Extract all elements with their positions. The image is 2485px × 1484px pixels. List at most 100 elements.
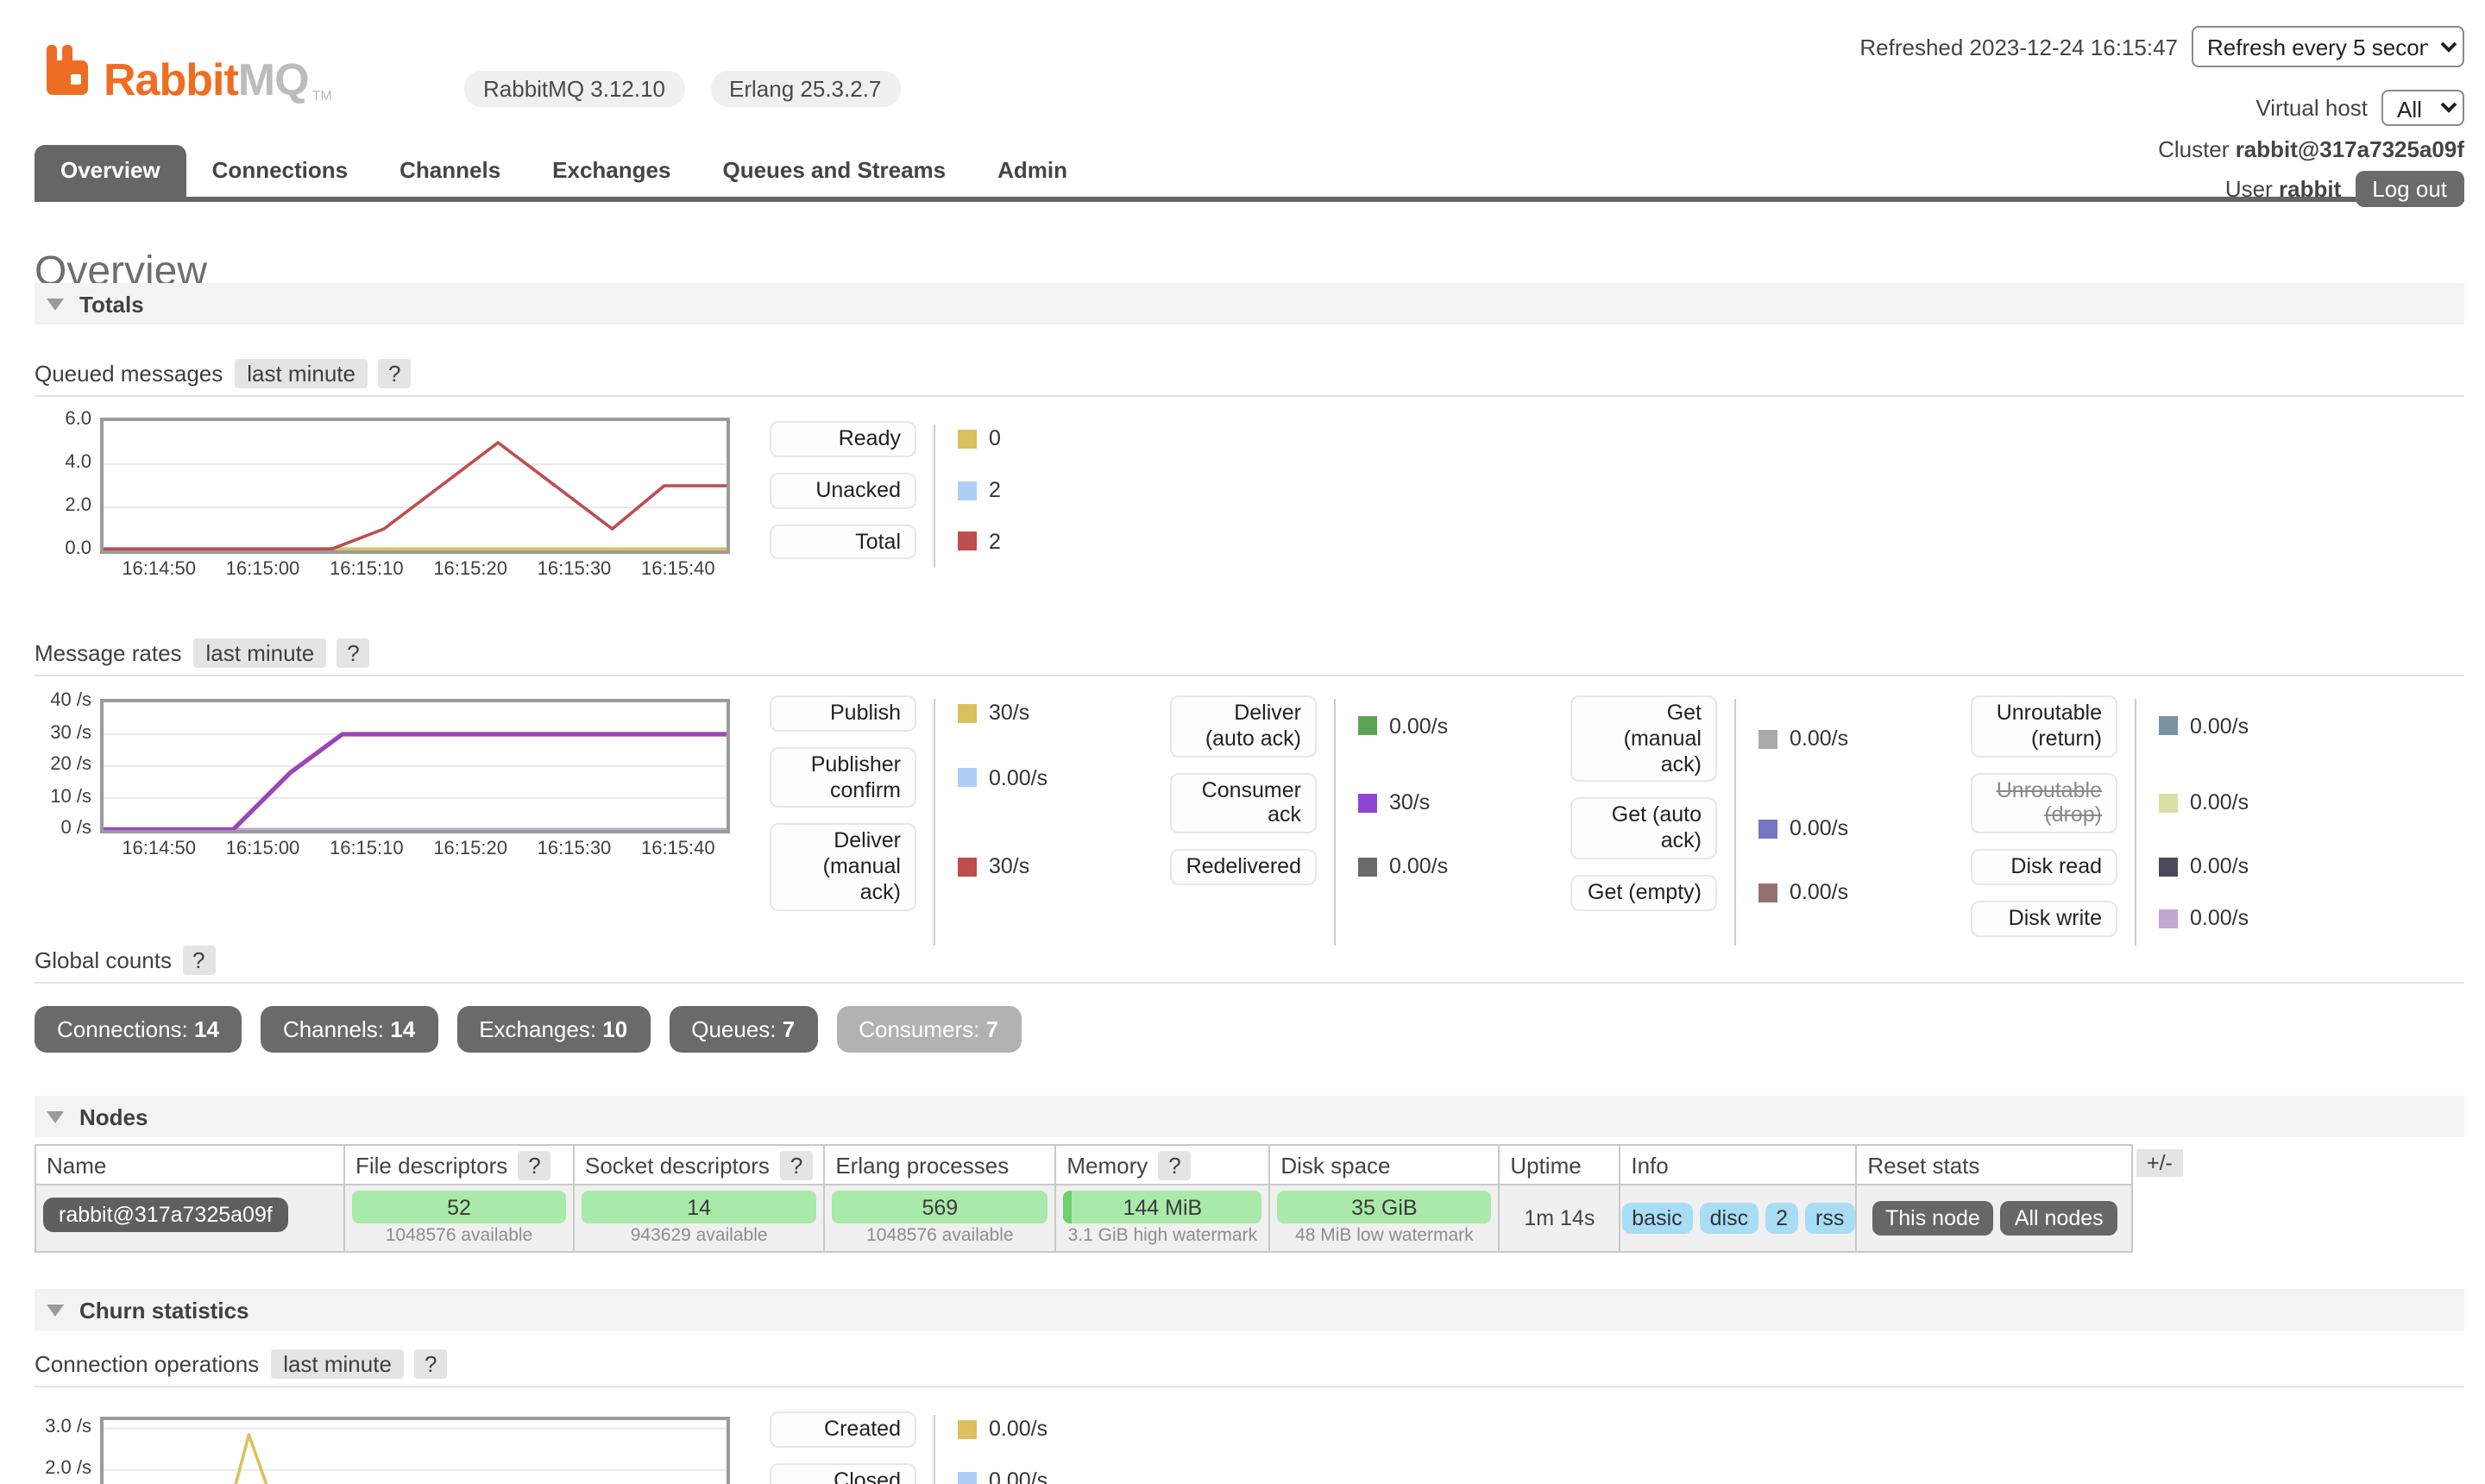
legend-swatch-icon — [1758, 883, 1777, 902]
help-icon[interactable]: ? — [518, 1150, 551, 1179]
virtual-host-label: Virtual host — [2255, 95, 2368, 121]
count-button-exchanges[interactable]: Exchanges: 10 — [456, 1006, 651, 1053]
section-totals[interactable]: Totals — [35, 283, 2464, 324]
rabbitmq-logo-icon — [45, 45, 90, 104]
info-badge-rss: rss — [1805, 1203, 1855, 1234]
legend-value: 0.00/s — [2159, 855, 2249, 879]
y-axis-tick: 40 /s — [50, 690, 91, 711]
legend-label-disk-write[interactable]: Disk write — [1971, 900, 2117, 936]
legend-label-unroutable-drop-[interactable]: Unroutable (drop) — [1971, 772, 2117, 833]
legend-value: 0.00/s — [2159, 791, 2249, 815]
legend-label-get-auto-ack-[interactable]: Get (auto ack) — [1570, 797, 1717, 859]
virtual-host-select[interactable]: All — [2381, 90, 2464, 126]
legend-group: Deliver (auto ack) 0.00/s Consumer ack 30/s… — [1170, 695, 1536, 952]
legend-swatch-icon — [1358, 793, 1377, 813]
legend-label-disk-read[interactable]: Disk read — [1971, 849, 2117, 885]
queued-window-badge[interactable]: last minute — [235, 359, 368, 388]
legend-swatch-icon — [958, 429, 977, 449]
legend-swatch-icon — [958, 531, 977, 551]
legend-label-redelivered[interactable]: Redelivered — [1170, 849, 1317, 885]
section-churn-statistics[interactable]: Churn statistics — [35, 1289, 2464, 1330]
help-icon[interactable]: ? — [779, 1150, 814, 1179]
node-disk-space-sub: 48 MiB low watermark — [1295, 1225, 1474, 1246]
legend-row: Consumer ack 30/s — [1170, 772, 1536, 833]
legend-label-consumer-ack[interactable]: Consumer ack — [1170, 772, 1317, 833]
global-counts-title: Global counts — [35, 947, 172, 973]
connops-help-icon[interactable]: ? — [413, 1349, 448, 1379]
legend-swatch-icon — [2159, 716, 2178, 736]
queued-help-icon[interactable]: ? — [378, 359, 412, 388]
legend-label-ready[interactable]: Ready — [770, 421, 916, 457]
legend-label-total[interactable]: Total — [770, 524, 916, 560]
legend-label-created[interactable]: Created — [770, 1412, 916, 1448]
x-axis-tick: 16:15:40 — [640, 559, 715, 580]
tab-admin[interactable]: Admin — [997, 157, 1068, 183]
columns-toggle[interactable]: +/- — [2136, 1149, 2183, 1177]
tab-overview[interactable]: Overview — [35, 145, 186, 197]
count-button-channels[interactable]: Channels: 14 — [260, 1006, 438, 1053]
node-name-badge[interactable]: rabbit@317a7325a09f — [43, 1198, 288, 1232]
logout-button[interactable]: Log out — [2355, 171, 2464, 207]
legend-value: 0.00/s — [1758, 726, 1848, 751]
node-info-cell: basic disc 2 rss — [1619, 1184, 1858, 1253]
rates-help-icon[interactable]: ? — [337, 638, 370, 668]
info-badge-basic: basic — [1621, 1203, 1693, 1234]
reset-stats-button-this-node[interactable]: This node — [1872, 1201, 1994, 1236]
rates-window-badge[interactable]: last minute — [193, 638, 327, 668]
connops-window-badge[interactable]: last minute — [271, 1349, 404, 1379]
count-button-connections[interactable]: Connections: 14 — [35, 1006, 242, 1053]
legend-row: Get (manual ack) 0.00/s — [1570, 695, 1936, 783]
refresh-interval-select[interactable]: Refresh every 5 seconds — [2192, 26, 2464, 67]
legend-label-unacked[interactable]: Unacked — [770, 472, 916, 508]
y-axis-tick: 4.0 — [65, 452, 91, 473]
global-counts-help-icon[interactable]: ? — [182, 946, 216, 975]
legend-row: Get (empty) 0.00/s — [1570, 874, 1936, 910]
legend-row: Created 0.00/s — [770, 1412, 1136, 1448]
nodes-header-info: Info — [1619, 1144, 1858, 1185]
help-icon[interactable]: ? — [1158, 1150, 1192, 1179]
logo-wordmark: RabbitMQ — [104, 53, 310, 105]
legend-row: Ready 0 — [770, 421, 1136, 457]
x-axis-tick: 16:15:20 — [433, 839, 507, 859]
legend-value-text: 0.00/s — [2190, 854, 2249, 879]
y-axis-tick: 6.0 — [65, 409, 91, 430]
reset-stats-button-all-nodes[interactable]: All nodes — [2000, 1201, 2117, 1236]
tab-exchanges[interactable]: Exchanges — [552, 157, 671, 183]
legend-label-get-empty-[interactable]: Get (empty) — [1570, 874, 1717, 910]
legend-value-text: 0 — [989, 426, 1001, 451]
legend-value-text: 30/s — [1389, 790, 1431, 815]
count-button-queues[interactable]: Queues: 7 — [669, 1006, 818, 1053]
user-label: User — [2224, 176, 2273, 202]
nodes-header-socket-descriptors: Socket descriptors? — [572, 1144, 826, 1185]
y-axis-tick: 2.0 — [65, 495, 91, 516]
refreshed-timestamp: Refreshed 2023-12-24 16:15:47 — [1859, 34, 2178, 60]
legend-label-deliver-auto-ack-[interactable]: Deliver (auto ack) — [1170, 695, 1317, 757]
rabbitmq-logo[interactable]: RabbitMQ TM — [45, 45, 332, 104]
tab-queues-and-streams[interactable]: Queues and Streams — [722, 157, 947, 183]
main-nav-tabs: Overview Connections Channels Exchanges Queu… — [35, 145, 2464, 202]
node-file-descriptors-sub: 1048576 available — [385, 1225, 533, 1246]
version-badge: Erlang 25.3.2.7 — [710, 71, 901, 107]
legend-label-publisher-confirm[interactable]: Publisher confirm — [770, 746, 916, 808]
legend-label-publish[interactable]: Publish — [770, 695, 916, 732]
legend-label-unroutable-return-[interactable]: Unroutable (return) — [1971, 695, 2117, 757]
legend-label-closed[interactable]: Closed — [770, 1462, 916, 1484]
y-axis-tick: 2.0 /s — [45, 1457, 91, 1479]
section-nodes-label: Nodes — [79, 1104, 148, 1129]
legend-swatch-icon — [958, 703, 977, 723]
section-totals-label: Totals — [79, 291, 144, 317]
y-axis-tick: 0.0 — [65, 538, 91, 559]
legend-value-text: 0.00/s — [1790, 816, 1849, 840]
tab-connections[interactable]: Connections — [211, 157, 349, 183]
tab-channels[interactable]: Channels — [399, 157, 501, 183]
legend-value: 0.00/s — [1758, 816, 1848, 840]
message-rates-chart: 40 /s 30 /s 20 /s 10 /s 0 /s 16:14:50 16:15:00… — [35, 690, 730, 859]
legend-row: Closed 0.00/s — [770, 1462, 1136, 1484]
legend-label-get-manual-ack-[interactable]: Get (manual ack) — [1570, 695, 1717, 783]
legend-value: 0.00/s — [1358, 855, 1448, 879]
section-nodes[interactable]: Nodes — [35, 1096, 2464, 1137]
y-axis-tick: 0 /s — [60, 818, 91, 839]
legend-label-deliver-manual-ack-[interactable]: Deliver (manual ack) — [770, 823, 916, 910]
info-badge-disc: disc — [1699, 1203, 1759, 1234]
legend-row: Unroutable (drop) 0.00/s — [1971, 772, 2337, 833]
